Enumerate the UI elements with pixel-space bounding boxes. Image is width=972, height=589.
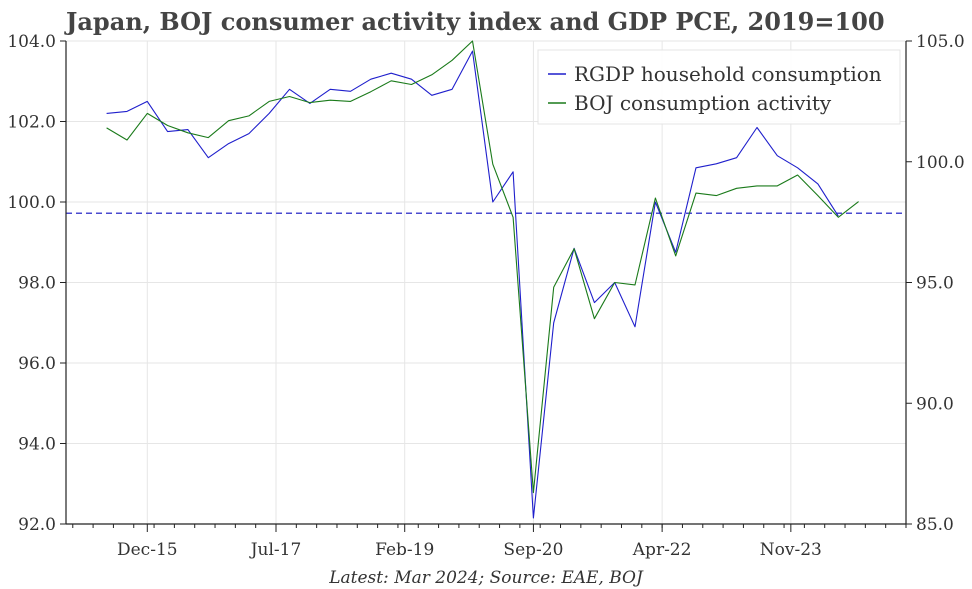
left-tick-label: 96.0: [18, 354, 56, 374]
chart-title: Japan, BOJ consumer activity index and G…: [64, 7, 885, 36]
x-tick-label: Sep-20: [503, 540, 563, 560]
legend-label-rgdp: RGDP household consumption: [574, 62, 882, 86]
series-line-0: [106, 50, 839, 519]
x-tick-label: Nov-23: [760, 540, 822, 560]
left-tick-label: 104.0: [7, 32, 56, 52]
axes: 92.0 94.0 96.0 98.0 100.0 102.0 104.0 85.0 90.0 9…: [7, 32, 964, 560]
x-tick-label: Apr-22: [632, 540, 692, 560]
left-tick-label: 94.0: [18, 435, 56, 455]
legend: RGDP household consumption BOJ consumpti…: [537, 49, 901, 125]
x-tick-label: Dec-15: [117, 540, 178, 560]
source-note: Latest: Mar 2024; Source: EAE, BOJ: [328, 568, 644, 588]
series-group: [106, 40, 859, 519]
left-tick-label: 102.0: [7, 113, 56, 133]
left-tick-label: 100.0: [7, 193, 56, 213]
legend-box: [537, 49, 901, 125]
left-tick-label: 98.0: [18, 274, 56, 294]
x-tick-label: Feb-19: [375, 540, 434, 560]
right-tick-label: 95.0: [916, 274, 954, 294]
right-tick-label: 90.0: [916, 394, 954, 414]
right-tick-label: 100.0: [916, 153, 965, 173]
legend-label-boj: BOJ consumption activity: [574, 91, 832, 115]
right-tick-label: 105.0: [916, 32, 965, 52]
left-tick-label: 92.0: [18, 515, 56, 535]
right-tick-label: 85.0: [916, 515, 954, 535]
x-tick-label: Jul-17: [249, 540, 302, 560]
series-line-1: [106, 40, 859, 494]
